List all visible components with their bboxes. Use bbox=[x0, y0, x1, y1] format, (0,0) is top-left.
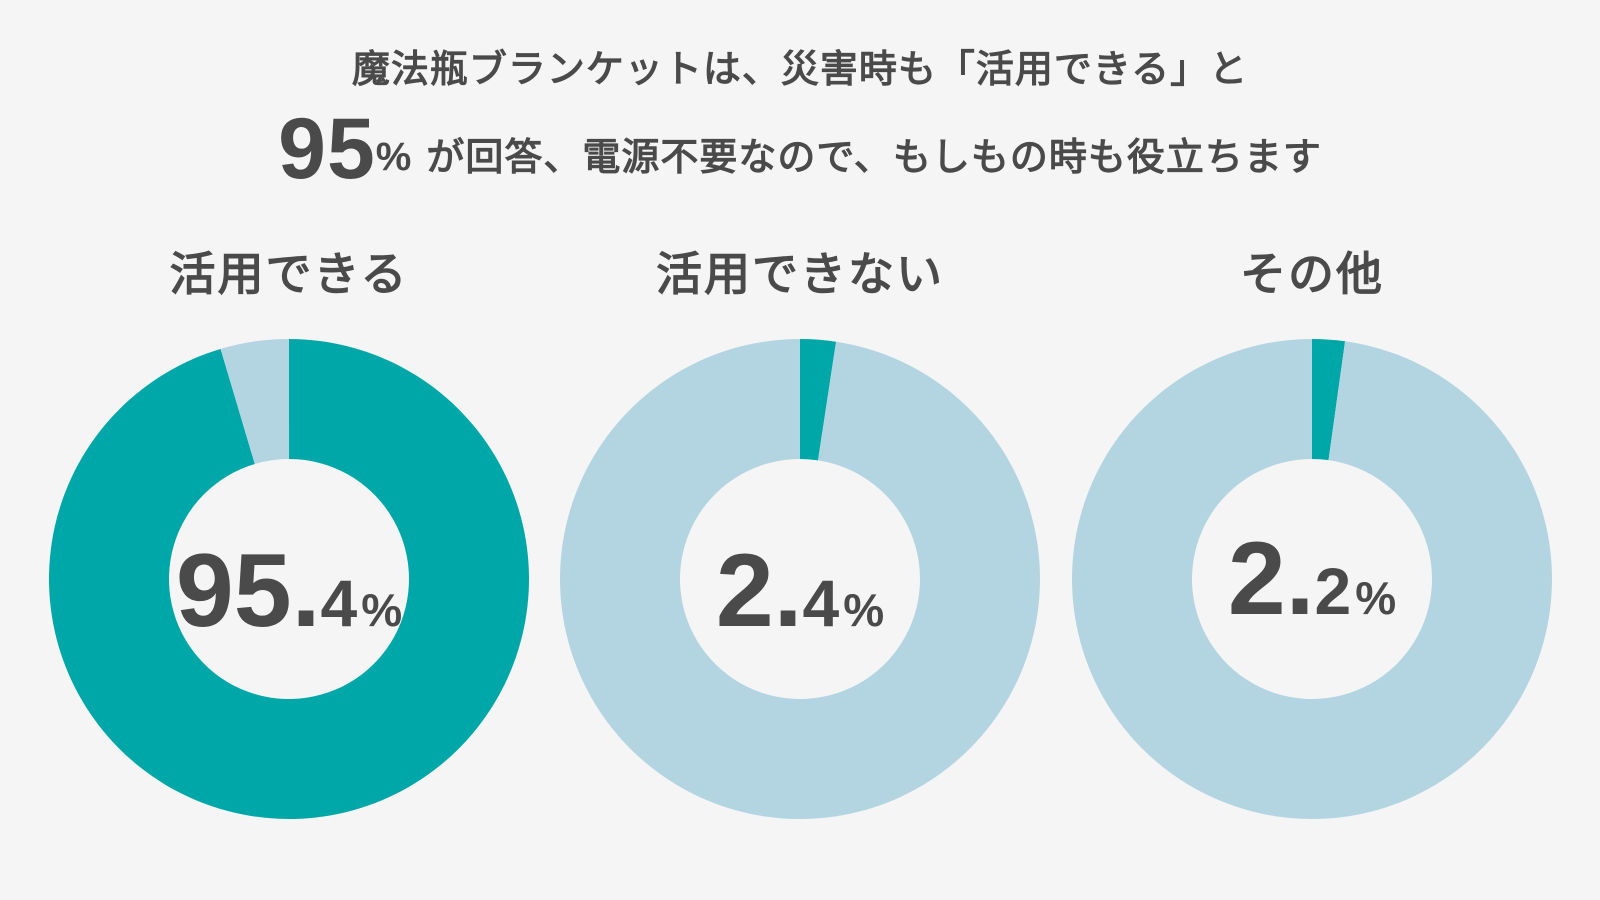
headline-text-1: 魔法瓶ブランケットは、災害時も「活用できる」と bbox=[351, 47, 1249, 91]
donut-title: 活用できる bbox=[169, 247, 409, 301]
value-int: 95. bbox=[175, 533, 321, 649]
donut-center-label: 95.4% bbox=[39, 532, 539, 651]
donut-title: その他 bbox=[1240, 247, 1384, 301]
headline-big-unit: % bbox=[375, 135, 413, 179]
headline-text-2: が回答、電源不要なので、もしもの時も役立ちます bbox=[426, 135, 1322, 179]
slice-remainder bbox=[1072, 339, 1552, 819]
value-unit: % bbox=[1355, 572, 1397, 624]
donut-chart-2 bbox=[560, 339, 1040, 819]
donut-center-label: 2.2% bbox=[1062, 520, 1562, 639]
slice-value bbox=[1312, 339, 1346, 461]
donut-panel-1: 活用できる 95.4% bbox=[39, 0, 539, 900]
donut-title: 活用できない bbox=[656, 247, 944, 301]
value-dec: 2 bbox=[1314, 554, 1352, 628]
value-unit: % bbox=[361, 584, 403, 636]
value-dec: 4 bbox=[320, 566, 358, 640]
donut-chart-3 bbox=[1072, 339, 1552, 819]
headline-line-2: 95% が回答、電源不要なので、もしもの時も役立ちます bbox=[0, 100, 1600, 199]
headline-big-number: 95 bbox=[278, 101, 376, 197]
slice-remainder bbox=[560, 339, 1040, 819]
donut-panel-2: 活用できない 2.4% bbox=[550, 0, 1050, 900]
value-int: 2. bbox=[1227, 521, 1315, 637]
value-unit: % bbox=[843, 584, 885, 636]
donut-center-label: 2.4% bbox=[550, 532, 1050, 651]
donut-chart-1 bbox=[49, 339, 530, 819]
donut-panel-3: その他 2.2% bbox=[1062, 0, 1562, 900]
slice-value bbox=[800, 339, 837, 461]
headline-line-1: 魔法瓶ブランケットは、災害時も「活用できる」と bbox=[0, 38, 1600, 93]
slice-remainder bbox=[220, 339, 289, 464]
value-int: 2. bbox=[715, 533, 803, 649]
value-dec: 4 bbox=[802, 566, 840, 640]
slice-value bbox=[49, 339, 530, 819]
